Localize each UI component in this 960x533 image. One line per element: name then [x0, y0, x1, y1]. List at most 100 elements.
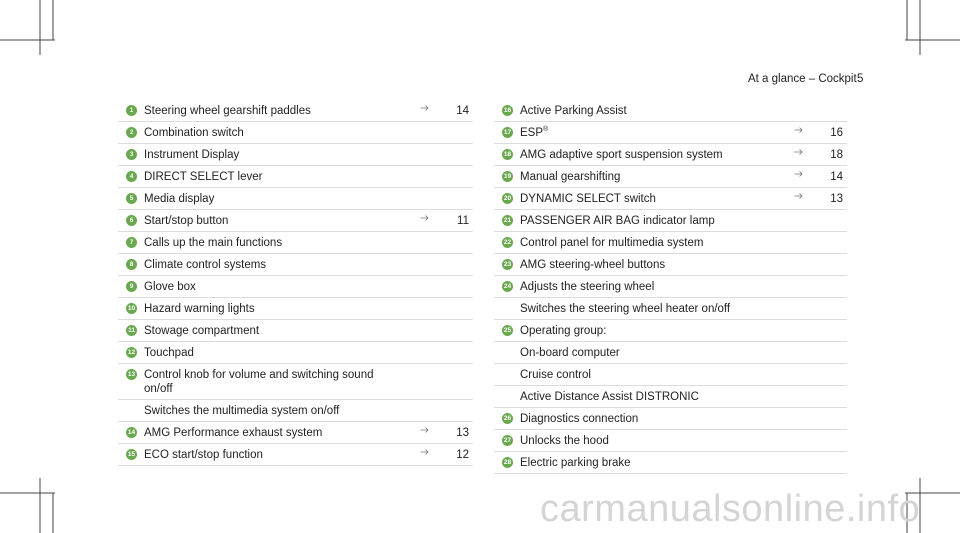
text-line: Stowage compartment: [144, 325, 260, 337]
list-row: 21 PASSENGER AIR BAG indicator lamp: [494, 210, 847, 232]
list-row: 13 Control knob for volume and switching …: [118, 364, 473, 400]
text-line: Operating group:: [520, 325, 607, 337]
item-number: 28: [502, 457, 513, 468]
item-text: Combination switch: [144, 126, 473, 140]
list-row: 1 Steering wheel gearshift paddles 14: [118, 100, 473, 122]
text-line: Touchpad: [144, 347, 194, 359]
item-text: Unlocks the hood: [520, 434, 847, 448]
item-text: Electric parking brake: [520, 456, 847, 470]
list-row: 9 Glove box: [118, 276, 473, 298]
text-line: Combination switch: [144, 127, 244, 139]
reference-arrow: [420, 427, 429, 433]
item-text: Diagnostics connection: [520, 412, 847, 426]
item-number: 24: [502, 281, 513, 292]
page-number: 5: [857, 73, 864, 85]
item-text: Manual gearshifting: [520, 170, 847, 184]
list-row: 4 DIRECT SELECT lever: [118, 166, 473, 188]
text-line: DYNAMIC SELECT switch: [520, 193, 656, 205]
reference-arrow: [794, 193, 803, 199]
item-number: 18: [502, 149, 513, 160]
reference-arrow: [794, 149, 803, 155]
item-number: 1: [126, 105, 137, 116]
text-line: Switches the multimedia system on/off: [144, 405, 340, 417]
arrow-path: [420, 105, 429, 111]
page-reference: 14: [830, 171, 843, 183]
page-reference: 13: [456, 427, 469, 439]
list-row: 22 Control panel for multimedia system: [494, 232, 847, 254]
reference-arrow: [420, 105, 429, 111]
text-line: AMG adaptive sport suspension system: [520, 149, 723, 161]
list-row: 18 AMG adaptive sport suspension system 18: [494, 144, 847, 166]
item-text: ESP®: [520, 126, 847, 140]
list-row: 11 Stowage compartment: [118, 320, 473, 342]
reference-arrow: [794, 171, 803, 177]
item-number: 2: [126, 127, 137, 138]
text-line: Start/stop button: [144, 215, 229, 227]
text-line: Instrument Display: [144, 149, 240, 161]
list-row: Switches the multimedia system on/off: [118, 400, 473, 422]
item-number: 17: [502, 127, 513, 138]
list-row: Switches the steering wheel heater on/of…: [494, 298, 847, 320]
item-text: Switches the steering wheel heater on/of…: [520, 302, 847, 316]
text-line: Steering wheel gearshift paddles: [144, 105, 311, 117]
list-row: 8 Climate control systems: [118, 254, 473, 276]
text-line: Media display: [144, 193, 215, 205]
item-number: 10: [126, 303, 137, 314]
text-line: Active Distance Assist DISTRONIC: [520, 391, 699, 403]
text-line: Active Parking Assist: [520, 105, 627, 117]
text-line: Climate control systems: [144, 259, 267, 271]
item-text: Hazard warning lights: [144, 302, 473, 316]
item-number: 16: [502, 105, 513, 116]
page-reference: 11: [457, 215, 469, 227]
page-reference: 14: [456, 105, 469, 117]
reference-arrow: [794, 127, 803, 133]
text-line: Switches the steering wheel heater on/of…: [520, 303, 731, 315]
list-row: Cruise control: [494, 364, 847, 386]
text-line: Electric parking brake: [520, 457, 631, 469]
text-line: Calls up the main functions: [144, 237, 283, 249]
text-line: AMG Performance exhaust system: [144, 427, 323, 439]
list-row: 26 Diagnostics connection: [494, 408, 847, 430]
item-number: 22: [502, 237, 513, 248]
item-text: DIRECT SELECT lever: [144, 170, 473, 184]
list-row: 25 Operating group:: [494, 320, 847, 342]
item-text: Start/stop button: [144, 214, 473, 228]
item-number: 14: [126, 427, 137, 438]
page-reference: 12: [456, 449, 469, 461]
list-row: On-board computer: [494, 342, 847, 364]
list-row: 19 Manual gearshifting 14: [494, 166, 847, 188]
list-row: 2 Combination switch: [118, 122, 473, 144]
list-row: 15 ECO start/stop function 12: [118, 444, 473, 466]
reference-arrow: [420, 449, 429, 455]
arrow-path: [794, 127, 803, 133]
item-text: Media display: [144, 192, 473, 206]
arrow-path: [794, 149, 803, 155]
item-text: Switches the multimedia system on/off: [144, 404, 473, 418]
arrow-path: [420, 449, 429, 455]
item-text: Operating group:: [520, 324, 847, 338]
page-reference: 18: [830, 149, 843, 161]
list-row: 27 Unlocks the hood: [494, 430, 847, 452]
item-text: Active Distance Assist DISTRONIC: [520, 390, 847, 404]
list-row: Active Distance Assist DISTRONIC: [494, 386, 847, 408]
item-text: Active Parking Assist: [520, 104, 847, 118]
item-text: Steering wheel gearshift paddles: [144, 104, 473, 118]
superscript: ®: [543, 126, 549, 134]
list-row: 28 Electric parking brake: [494, 452, 847, 474]
item-number: 9: [126, 281, 137, 292]
text-line: Glove box: [144, 281, 196, 293]
item-number: 26: [502, 413, 513, 424]
text-line: ESP®: [520, 126, 549, 139]
list-row: 6 Start/stop button 11: [118, 210, 473, 232]
list-row: 7 Calls up the main functions: [118, 232, 473, 254]
right-column: 16 Active Parking Assist 17 ESP® 16 18 AMG ada…: [494, 100, 847, 474]
item-number: 15: [126, 449, 137, 460]
text-line: ECO start/stop function: [144, 449, 263, 461]
text-line: Hazard warning lights: [144, 303, 255, 315]
text-line: Cruise control: [520, 369, 591, 381]
item-number: 4: [126, 171, 137, 182]
text-line: on/off: [144, 383, 173, 395]
text-line: PASSENGER AIR BAG indicator lamp: [520, 215, 715, 227]
item-number: 20: [502, 193, 513, 204]
list-row: 10 Hazard warning lights: [118, 298, 473, 320]
